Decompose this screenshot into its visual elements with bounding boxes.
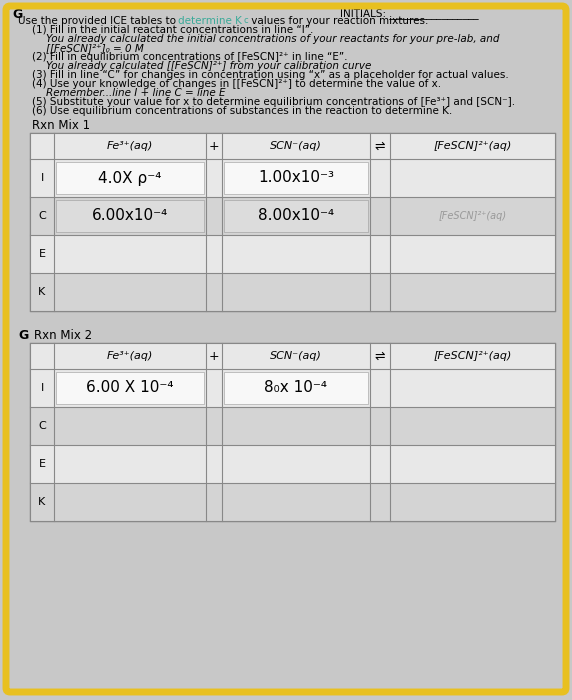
Bar	[30, 159, 555, 197]
Bar	[56, 200, 204, 232]
Text: I: I	[41, 383, 43, 393]
Text: INITIALS: _________________: INITIALS: _________________	[340, 8, 479, 19]
Text: values for your reaction mixtures.: values for your reaction mixtures.	[248, 16, 428, 26]
Text: Fe³⁺(aq): Fe³⁺(aq)	[107, 351, 153, 361]
Text: Use the provided ICE tables to: Use the provided ICE tables to	[18, 16, 179, 26]
Bar	[56, 200, 204, 232]
Text: You already calculated [[FeSCN]²⁺] from your calibration curve: You already calculated [[FeSCN]²⁺] from …	[46, 61, 371, 71]
Bar	[30, 133, 555, 311]
Text: C: C	[38, 421, 46, 431]
Text: (4) Use your knowledge of changes in [[FeSCN]²⁺] to determine the value of x.: (4) Use your knowledge of changes in [[F…	[32, 79, 441, 89]
Text: (5) Substitute your value for x to determine equilibrium concentrations of [Fe³⁺: (5) Substitute your value for x to deter…	[32, 97, 515, 107]
Text: E: E	[38, 459, 46, 469]
Text: 8.00x10⁻⁴: 8.00x10⁻⁴	[258, 209, 334, 223]
Bar	[30, 235, 555, 273]
Text: [FeSCN]²⁺(aq): [FeSCN]²⁺(aq)	[434, 141, 512, 151]
Bar	[30, 133, 555, 159]
Bar	[224, 200, 368, 232]
Bar	[30, 343, 555, 369]
Text: [FeSCN]²⁺(aq): [FeSCN]²⁺(aq)	[434, 351, 512, 361]
Text: +: +	[209, 139, 219, 153]
Bar	[224, 372, 368, 404]
Bar	[30, 343, 555, 521]
Text: 8₀x 10⁻⁴: 8₀x 10⁻⁴	[264, 381, 328, 395]
Bar	[30, 483, 555, 521]
Bar	[224, 162, 368, 194]
Bar	[56, 162, 204, 194]
Text: K⁣: K⁣	[38, 287, 46, 297]
Text: SCN⁻(aq): SCN⁻(aq)	[270, 351, 322, 361]
Text: (3) Fill in line “C” for changes in concentration using “x” as a placeholder for: (3) Fill in line “C” for changes in conc…	[32, 70, 509, 80]
Text: [[FeSCN]²⁺]₀ = 0 M: [[FeSCN]²⁺]₀ = 0 M	[46, 43, 144, 53]
Text: ⇌: ⇌	[375, 349, 386, 363]
Text: SCN⁻(aq): SCN⁻(aq)	[270, 141, 322, 151]
Text: +: +	[209, 349, 219, 363]
Text: C: C	[38, 211, 46, 221]
Text: G: G	[12, 8, 22, 21]
Text: (6) Use equilibrium concentrations of substances in the reaction to determine K⁣: (6) Use equilibrium concentrations of su…	[32, 106, 452, 116]
Bar	[30, 407, 555, 445]
Text: E: E	[38, 249, 46, 259]
Bar	[30, 445, 555, 483]
Text: I: I	[41, 173, 43, 183]
Text: [FeSCN]²⁺(aq): [FeSCN]²⁺(aq)	[438, 211, 507, 221]
Text: determine K: determine K	[178, 16, 242, 26]
Text: K⁣: K⁣	[38, 497, 46, 507]
Bar	[224, 200, 368, 232]
Text: Fe³⁺(aq): Fe³⁺(aq)	[107, 141, 153, 151]
Text: ⇌: ⇌	[375, 139, 386, 153]
Text: 4.0X ρ⁻⁴: 4.0X ρ⁻⁴	[98, 171, 162, 186]
Text: You already calculated the initial concentrations of your reactants for your pre: You already calculated the initial conce…	[46, 34, 499, 44]
Text: 1.00x10⁻³: 1.00x10⁻³	[258, 171, 334, 186]
Bar	[30, 273, 555, 311]
Text: G: G	[18, 329, 28, 342]
Text: c: c	[243, 16, 248, 25]
Text: (1) Fill in the initial reactant concentrations in line “I”.: (1) Fill in the initial reactant concent…	[32, 25, 313, 35]
Bar	[30, 197, 555, 235]
Bar	[56, 372, 204, 404]
Text: 6.00 X 10⁻⁴: 6.00 X 10⁻⁴	[86, 381, 174, 395]
Text: (2) Fill in equilibrium concentrations of [FeSCN]²⁺ in line “E”.: (2) Fill in equilibrium concentrations o…	[32, 52, 348, 62]
Bar	[30, 369, 555, 407]
Text: Rxn Mix 1: Rxn Mix 1	[32, 119, 90, 132]
Text: Rxn Mix 2: Rxn Mix 2	[34, 329, 92, 342]
Text: Remember...line I + line C = line E: Remember...line I + line C = line E	[46, 88, 225, 98]
Text: 6.00x10⁻⁴: 6.00x10⁻⁴	[92, 209, 168, 223]
